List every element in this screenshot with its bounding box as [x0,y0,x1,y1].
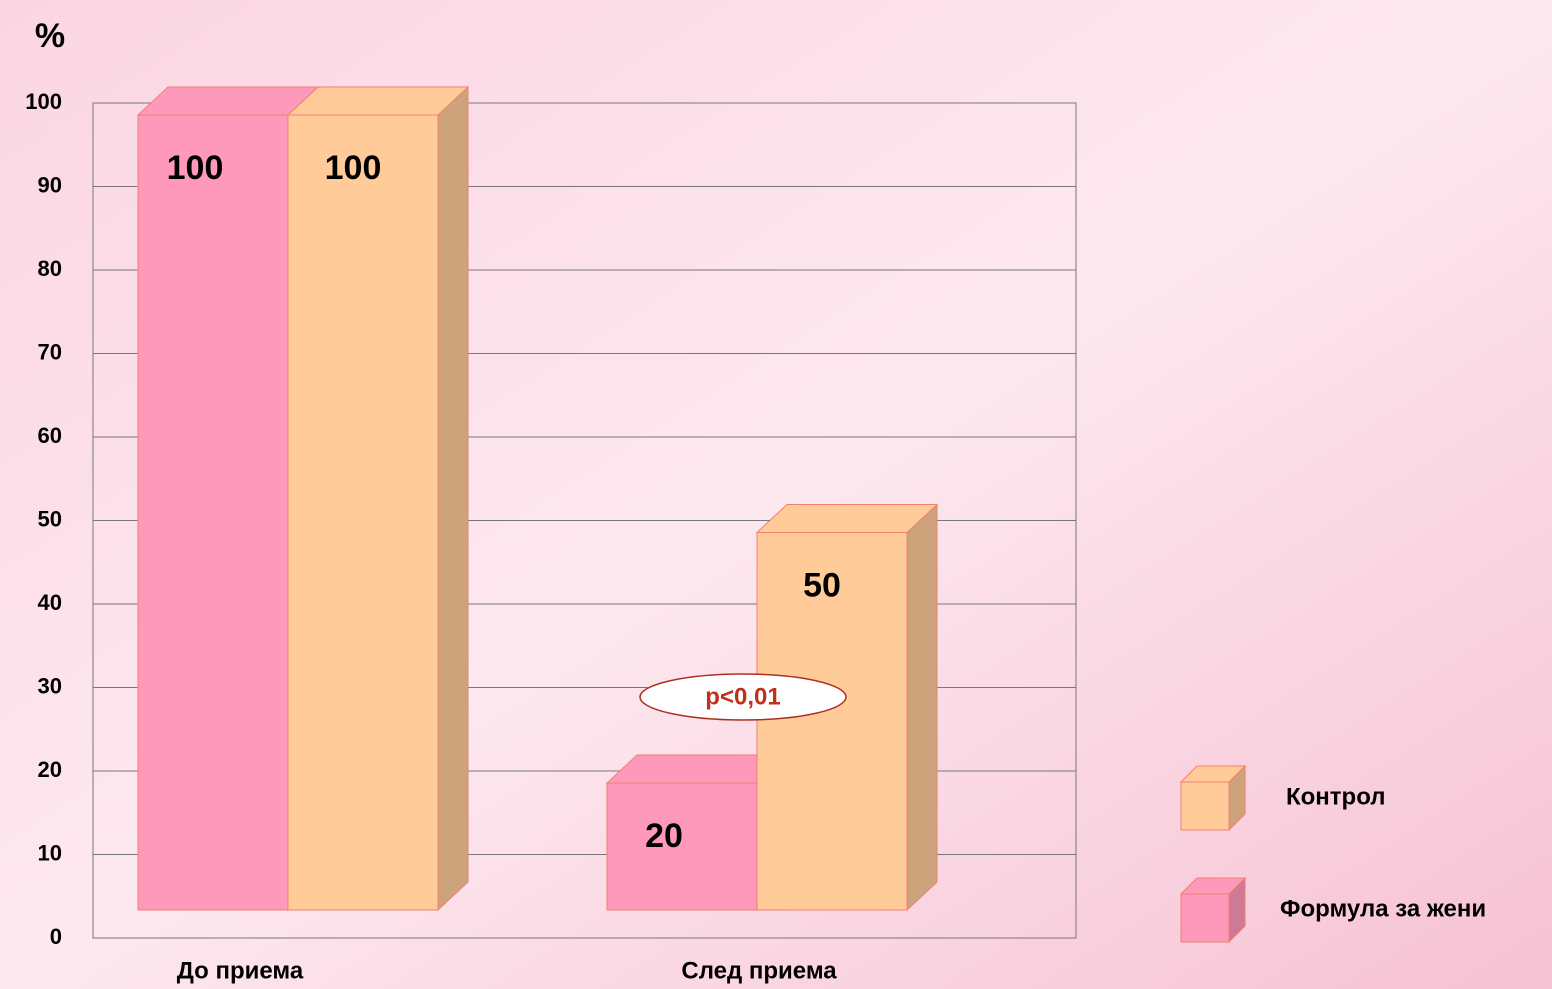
legend-swatch [1180,893,1230,943]
y-tick-label: 50 [38,506,62,531]
data-label: 50 [803,566,841,604]
y-tick-label: 0 [50,924,62,949]
bar-side [437,85,469,912]
bar-side [906,503,938,912]
y-tick-label: 60 [38,423,62,448]
legend-label: Контрол [1286,783,1386,810]
bar-top [286,86,470,116]
y-tick-label: 20 [38,757,62,782]
data-label: 20 [645,817,683,855]
y-tick-label: 30 [38,673,62,698]
data-label: 100 [325,149,382,187]
annotation-bubble [639,673,847,721]
y-tick-label: 100 [25,89,62,114]
y-tick-label: 90 [38,172,62,197]
bar [287,114,439,911]
y-tick-label: 70 [38,339,62,364]
bar [137,114,289,911]
bar [756,532,908,911]
annotation: p<0,01 [705,683,780,710]
data-label: 100 [167,149,224,187]
bar-top [136,86,320,116]
y-tick-label: 10 [38,840,62,865]
bar [606,782,758,911]
legend-label: Формула за жени [1280,895,1486,922]
y-tick-label: 80 [38,256,62,281]
x-tick-label: До приема [177,957,304,984]
bar-top [755,504,939,533]
y-axis-label: % [35,17,65,55]
x-tick-label: След приема [681,957,837,984]
y-tick-label: 40 [38,590,62,615]
legend-swatch [1180,781,1230,831]
